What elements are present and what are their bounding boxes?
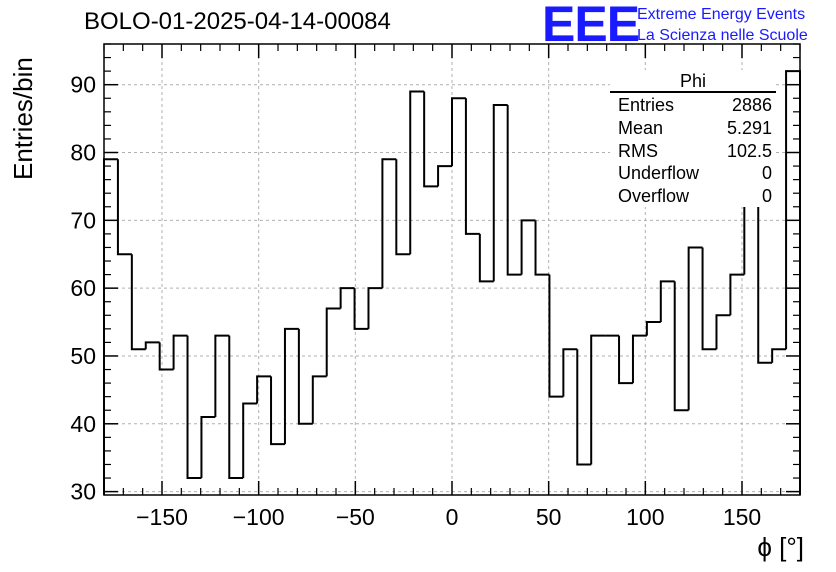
histogram-bin xyxy=(172,334,188,370)
x-tick-label: −100 xyxy=(233,504,285,530)
stats-row-underflow: Underflow 0 xyxy=(610,161,776,184)
histogram-bin xyxy=(395,159,411,256)
stats-value: 0 xyxy=(761,163,772,184)
histogram-bin xyxy=(562,348,578,397)
histogram-bin xyxy=(325,307,341,377)
stats-row-rms: RMS 102.5 xyxy=(610,139,776,162)
histogram-bin xyxy=(270,376,285,446)
histogram-bin xyxy=(492,104,508,282)
histogram-bin xyxy=(576,349,592,466)
histogram-bin xyxy=(785,70,801,495)
x-tick-label: 0 xyxy=(446,504,459,530)
stats-row-overflow: Overflow 0 xyxy=(610,184,776,207)
stats-value: 0 xyxy=(761,186,772,207)
stats-box: Phi Entries 2886 Mean 5.291 RMS 102.5 Un… xyxy=(610,70,776,207)
axis-tick-labels: −150 −100 −50 0 50 100 150 30 40 50 60 70 80 90 xyxy=(70,72,761,530)
stats-label: Entries xyxy=(618,95,675,115)
histogram-bin xyxy=(116,159,132,256)
histogram-bin xyxy=(242,402,258,479)
histogram-bin xyxy=(715,314,731,350)
y-tick-label: 50 xyxy=(70,343,96,369)
histogram-bin xyxy=(687,246,703,411)
histogram-bin xyxy=(464,98,480,235)
eee-logo: EEE xyxy=(542,0,640,52)
x-tick-label: 100 xyxy=(626,504,664,530)
stats-row-mean: Mean 5.291 xyxy=(610,116,776,139)
stats-value: 102.5 xyxy=(726,140,772,161)
x-axis-label: ϕ [°] xyxy=(757,532,804,562)
histogram-bin xyxy=(757,166,773,364)
stats-value: 5.291 xyxy=(726,117,772,138)
histogram-bin xyxy=(103,158,118,495)
y-axis-label: Entries/bin xyxy=(8,57,38,180)
histogram-bin xyxy=(409,90,425,255)
x-tick-label: 50 xyxy=(536,504,562,530)
histogram-bin xyxy=(214,334,230,418)
histogram-bin xyxy=(158,342,174,371)
histogram-bin xyxy=(645,321,661,336)
histogram-bin xyxy=(534,220,550,276)
histogram-bin xyxy=(520,219,536,275)
histogram-bin xyxy=(297,328,313,425)
histogram-bin xyxy=(590,334,606,465)
x-tick-label: 150 xyxy=(723,504,761,530)
histogram-bin xyxy=(283,327,299,445)
stats-label: Overflow xyxy=(618,186,690,207)
histogram-bin xyxy=(186,335,202,480)
stats-label: Mean xyxy=(618,117,664,138)
histogram-bin xyxy=(659,280,675,323)
histogram-bin xyxy=(506,105,522,276)
stats-row-entries: Entries 2886 xyxy=(610,93,776,116)
stats-value: 2886 xyxy=(731,95,772,115)
logo-line-1: Extreme Energy Events xyxy=(637,6,806,23)
histogram-bin xyxy=(130,254,146,351)
logo-line-2: La Scienza nelle Scuole xyxy=(637,27,808,44)
histogram-bin xyxy=(339,287,355,309)
histogram-bin xyxy=(353,288,369,330)
x-tick-label: −50 xyxy=(336,504,375,530)
x-tick-label: −150 xyxy=(136,504,188,530)
y-tick-label: 90 xyxy=(70,72,96,98)
y-tick-label: 60 xyxy=(70,275,96,301)
eee-logo-caption: Extreme Energy Events La Scienza nelle S… xyxy=(637,4,808,46)
histogram-bin xyxy=(367,287,383,329)
histogram-bin xyxy=(311,375,327,424)
run-title: BOLO-01-2025-04-14-00084 xyxy=(84,8,391,35)
y-tick-label: 30 xyxy=(70,479,96,505)
y-tick-label: 40 xyxy=(70,411,96,437)
histogram-bin xyxy=(729,273,745,316)
stats-title: Phi xyxy=(610,70,776,93)
histogram-bin xyxy=(200,416,216,479)
histogram-bin xyxy=(451,97,466,167)
histogram-bin xyxy=(256,375,272,404)
histogram-bin xyxy=(144,341,160,350)
histogram-bin xyxy=(437,165,452,187)
histogram-bin xyxy=(701,247,717,351)
histogram-bin xyxy=(548,274,564,398)
histogram-bin xyxy=(423,91,439,188)
y-tick-label: 70 xyxy=(70,207,96,233)
histogram-bin xyxy=(771,348,787,363)
histogram-bin xyxy=(631,334,647,384)
histogram-bin xyxy=(673,281,689,412)
stats-label: Underflow xyxy=(618,163,700,184)
histogram-bin xyxy=(618,335,633,385)
histogram-bin xyxy=(478,233,494,283)
axis-ticks xyxy=(103,43,801,495)
histogram-bin xyxy=(381,158,397,289)
y-axis-label-wrap: Entries/bin xyxy=(8,57,38,320)
stats-label: RMS xyxy=(618,140,658,161)
y-tick-label: 80 xyxy=(70,140,96,166)
histogram-bin xyxy=(228,335,244,480)
